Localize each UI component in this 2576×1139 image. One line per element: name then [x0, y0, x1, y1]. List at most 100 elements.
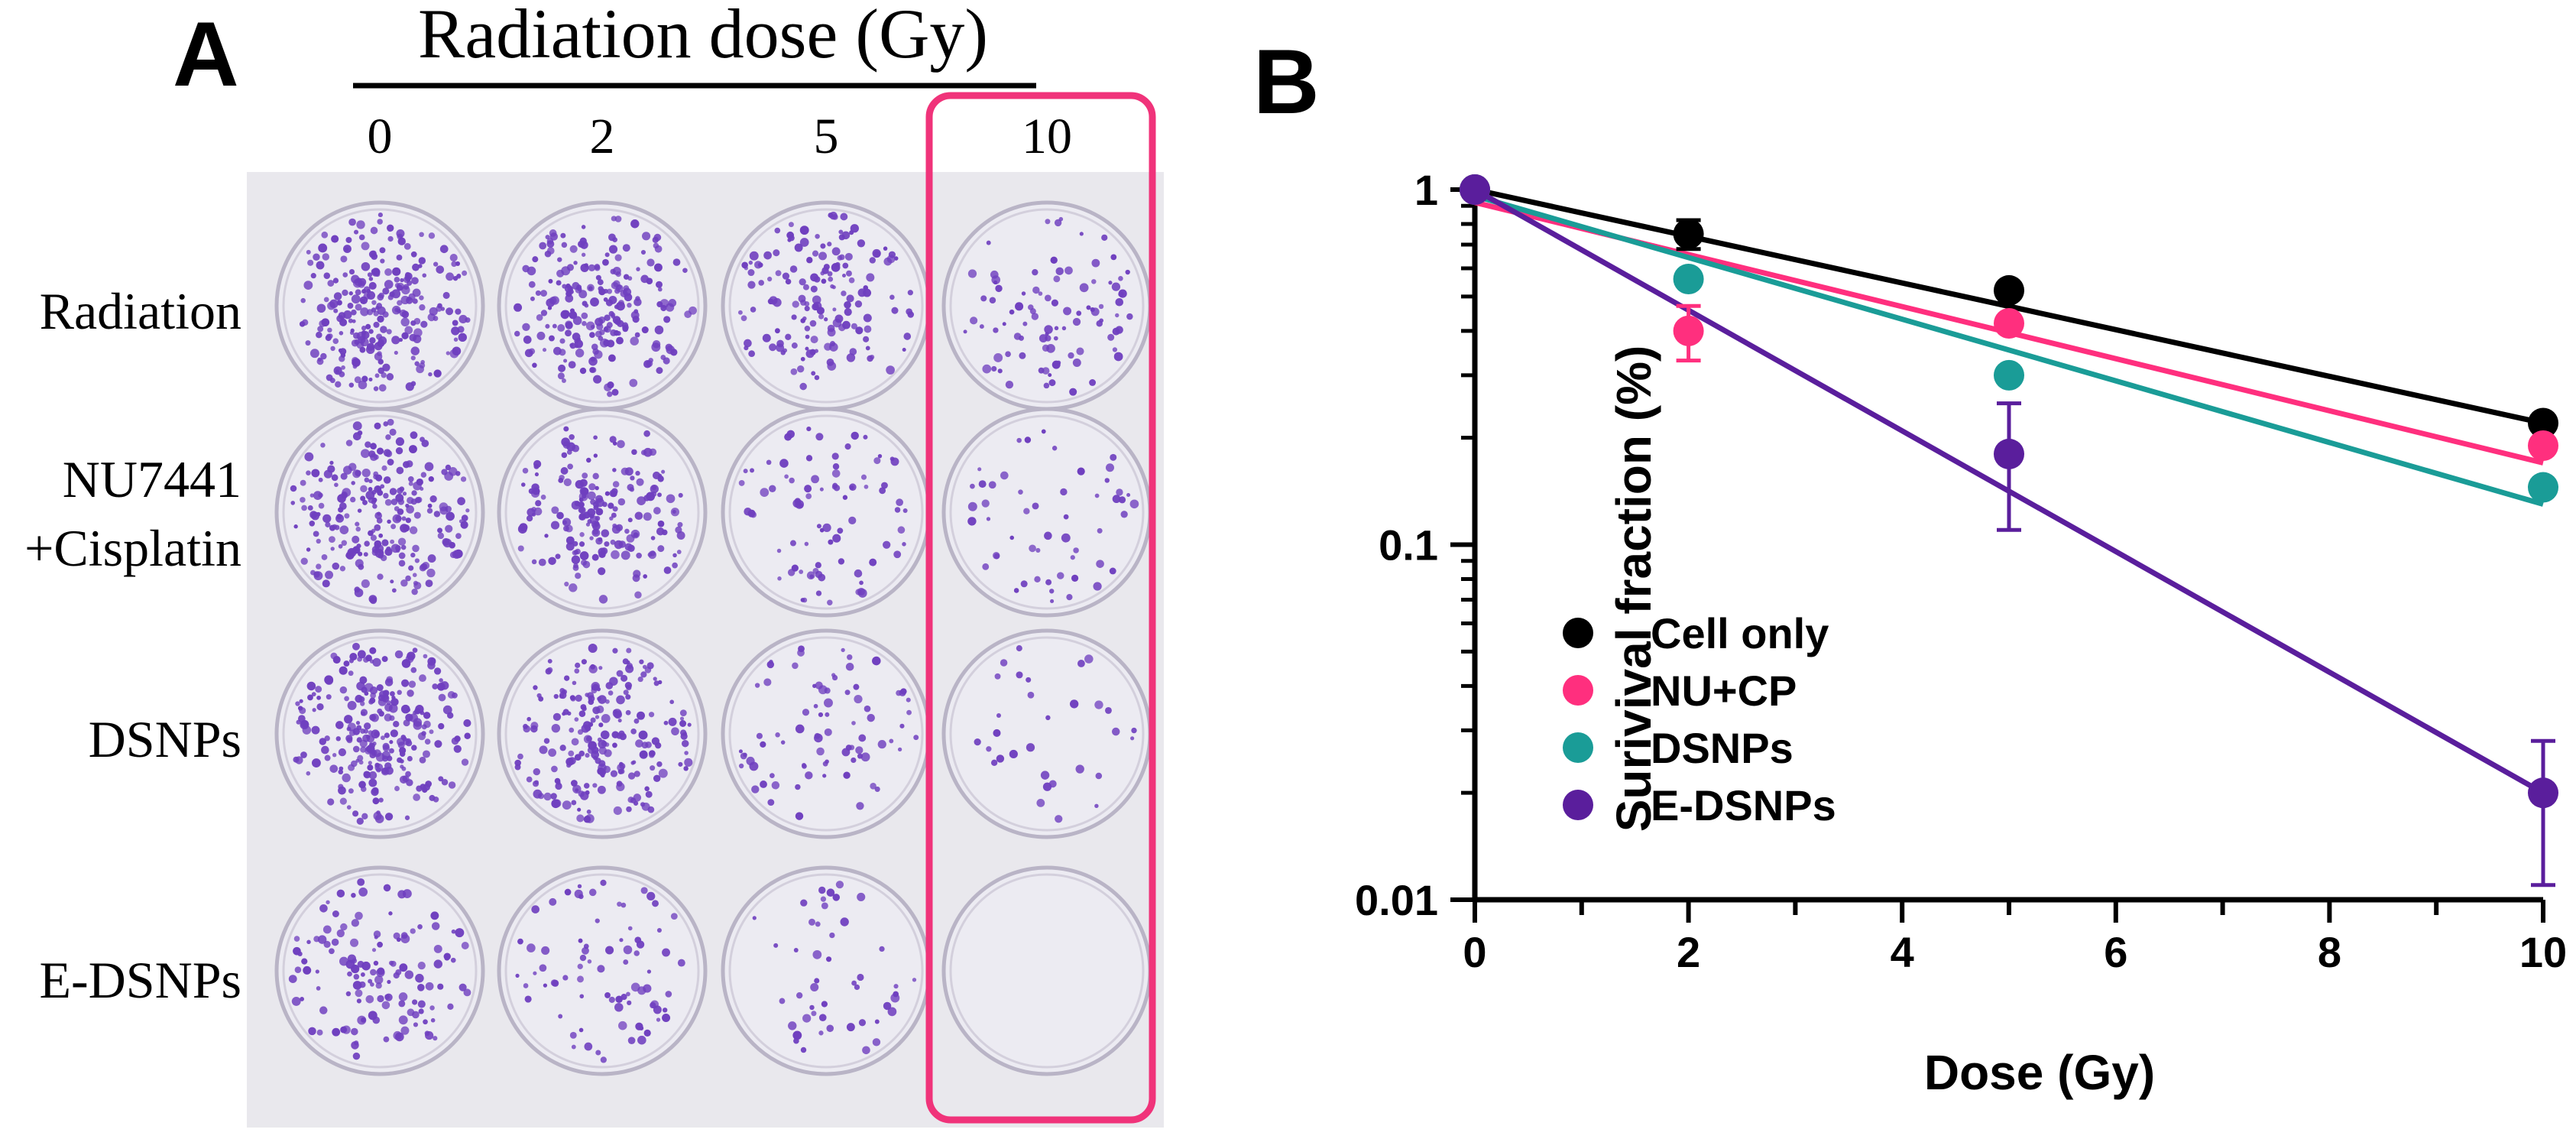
colony-dot — [1000, 659, 1008, 667]
colony-dot — [611, 512, 617, 518]
colony-dot — [847, 654, 853, 660]
colony-dot — [795, 812, 804, 820]
colony-dot — [595, 1050, 601, 1056]
colony-dot — [840, 213, 848, 221]
colony-dot — [398, 552, 406, 560]
colony-dot — [361, 961, 371, 971]
colony-dot — [800, 598, 805, 602]
colony-dot — [583, 816, 591, 823]
colony-dot — [567, 711, 572, 716]
colony-dot — [444, 955, 450, 961]
colony-dot — [383, 1036, 390, 1043]
colony-dot — [586, 457, 591, 463]
colony-dot — [346, 726, 352, 732]
colony-dot — [514, 303, 523, 312]
colony-dot — [582, 706, 587, 712]
colony-dot — [588, 699, 595, 706]
colony-dot — [575, 694, 582, 703]
colony-dot — [1038, 291, 1043, 296]
legend-marker — [1563, 675, 1593, 706]
colony-dot — [533, 459, 542, 469]
colony-dot — [375, 982, 382, 989]
colony-dot — [381, 465, 387, 471]
colony-dot — [322, 925, 332, 934]
colony-dot — [313, 936, 320, 943]
colony-dot — [368, 761, 372, 765]
colony-dot — [844, 308, 852, 316]
colony-dot — [1072, 317, 1081, 326]
colony-dot — [575, 573, 582, 579]
colony-dot — [993, 552, 1000, 560]
colony-dot — [848, 516, 857, 524]
colony-dot — [387, 979, 391, 985]
colony-dot — [578, 938, 583, 943]
colony-dot — [412, 573, 417, 578]
colony-dot — [410, 355, 416, 361]
colony-dot — [455, 308, 462, 315]
colony-dot — [300, 751, 307, 758]
colony-dot — [521, 482, 526, 487]
colony-dot — [657, 545, 665, 553]
colony-dot — [758, 280, 764, 286]
x-tick-label: 10 — [2519, 928, 2567, 976]
colony-dot — [744, 346, 749, 351]
colony-dot — [805, 493, 812, 500]
colony-dot — [536, 693, 542, 699]
colony-dot — [800, 1047, 807, 1053]
colony-dot — [524, 995, 532, 1003]
colony-dot — [591, 553, 599, 561]
colony-dot — [600, 1056, 607, 1063]
colony-dot — [420, 359, 425, 365]
colony-dot — [577, 807, 582, 812]
colony-dot — [627, 518, 633, 523]
colony-dot — [578, 790, 585, 797]
colony-dot — [653, 677, 657, 681]
colony-dot — [864, 705, 871, 712]
colony-dot — [617, 768, 624, 774]
colony-dot — [316, 303, 326, 313]
colony-dot — [1090, 307, 1100, 316]
colony-dot — [548, 748, 557, 758]
colony-dot — [597, 785, 606, 794]
colony-dot — [397, 487, 403, 495]
colony-dot — [790, 368, 798, 375]
colony-dot — [637, 496, 646, 506]
colony-dot — [593, 453, 598, 458]
colony-dot — [626, 684, 632, 691]
colony-dot — [646, 891, 656, 900]
colony-dot — [534, 780, 539, 785]
colony-dot — [846, 1023, 855, 1032]
colony-dot — [618, 300, 624, 307]
colony-dot — [623, 959, 629, 965]
colony-dot — [548, 335, 555, 342]
colony-dot — [650, 1001, 656, 1009]
colony-dot — [423, 1019, 428, 1025]
colony-dot — [825, 759, 829, 764]
colony-dot — [315, 969, 319, 974]
data-point-2 — [1673, 263, 1704, 294]
colony-dot — [635, 1022, 643, 1030]
colony-dot — [748, 350, 756, 358]
colony-dot — [400, 1026, 410, 1035]
colony-dot — [539, 745, 548, 754]
plate-rim — [728, 208, 924, 404]
colony-dot — [592, 706, 601, 715]
colony-dot — [866, 273, 875, 282]
colony-dot — [831, 453, 839, 460]
colony-dot — [393, 972, 400, 979]
plate-rim — [504, 636, 700, 832]
colony-dot — [767, 276, 773, 282]
colony-dot — [413, 793, 421, 801]
colony-dot — [870, 783, 876, 790]
colony-dot — [604, 699, 610, 704]
colony-dot — [346, 737, 353, 744]
colony-dot — [376, 684, 384, 692]
colony-dot — [617, 719, 622, 723]
colony-dot — [677, 521, 683, 527]
colony-dot — [376, 968, 385, 978]
colony-dot — [355, 721, 361, 725]
colony-dot — [532, 256, 539, 263]
colony-dot — [795, 784, 801, 790]
colony-dot — [569, 695, 575, 701]
colony-dot — [624, 528, 630, 534]
